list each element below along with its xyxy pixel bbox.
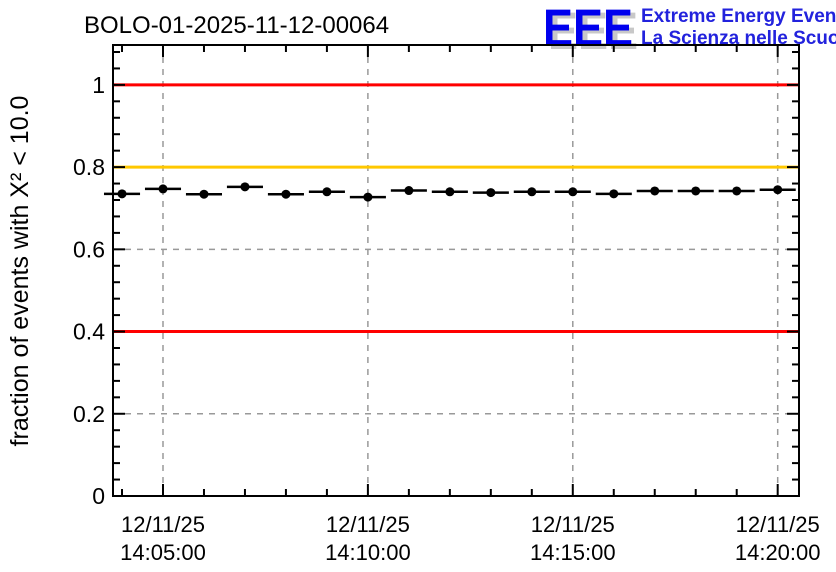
y-tick-label: 0.4 (73, 319, 105, 345)
data-point (445, 187, 455, 197)
x-tick-label-date: 12/11/25 (736, 512, 820, 537)
y-axis-title: fraction of events with X² < 10.0 (6, 96, 34, 447)
x-axis-labels: 12/11/25 14:05:00 12/11/25 14:10:00 12/11/25… (120, 512, 820, 565)
data-point (650, 186, 660, 196)
x-tick-label-time: 14:15:00 (530, 540, 616, 565)
data-point (773, 185, 783, 195)
data-point (199, 189, 209, 199)
y-tick-label: 1 (92, 72, 105, 98)
chart-title: BOLO-01-2025-11-12-00064 (84, 12, 389, 39)
data-point (527, 187, 537, 197)
x-tick-label-time: 14:20:00 (735, 540, 821, 565)
data-point (486, 188, 496, 198)
data-series (103, 182, 796, 202)
y-axis-labels: 0 0.2 0.4 0.6 0.8 1 (73, 72, 105, 509)
y-tick-label: 0.8 (73, 154, 105, 180)
data-point (322, 187, 332, 197)
axis-ticks (113, 45, 799, 497)
logo-tagline-1: Extreme Energy Events (641, 6, 836, 27)
data-point (240, 182, 250, 192)
data-point (691, 186, 701, 196)
data-point (363, 192, 373, 202)
data-point (609, 189, 619, 199)
x-tick-label-date: 12/11/25 (531, 512, 615, 537)
eee-logo: EEE EEE Extreme Energy Events La Scienza… (543, 0, 836, 61)
plot-frame (112, 44, 800, 497)
data-point (568, 187, 578, 197)
x-tick-label-time: 14:10:00 (325, 540, 411, 565)
data-point (158, 184, 168, 194)
data-point (117, 189, 127, 199)
x-tick-label-date: 12/11/25 (121, 512, 205, 537)
y-tick-label: 0.6 (73, 236, 105, 262)
data-point (732, 186, 742, 196)
reference-lines (113, 83, 799, 334)
data-point (404, 186, 414, 196)
logo-tagline-2: La Scienza nelle Scuole (641, 28, 836, 49)
eee-logo-text: EEE (543, 0, 633, 58)
eee-logo-shadow: EEE (548, 2, 638, 61)
y-tick-label: 0 (92, 483, 105, 509)
x-tick-label-time: 14:05:00 (120, 540, 206, 565)
x-tick-label-date: 12/11/25 (326, 512, 410, 537)
gridlines (113, 45, 799, 496)
y-tick-label: 0.2 (73, 401, 105, 427)
data-point (281, 189, 291, 199)
